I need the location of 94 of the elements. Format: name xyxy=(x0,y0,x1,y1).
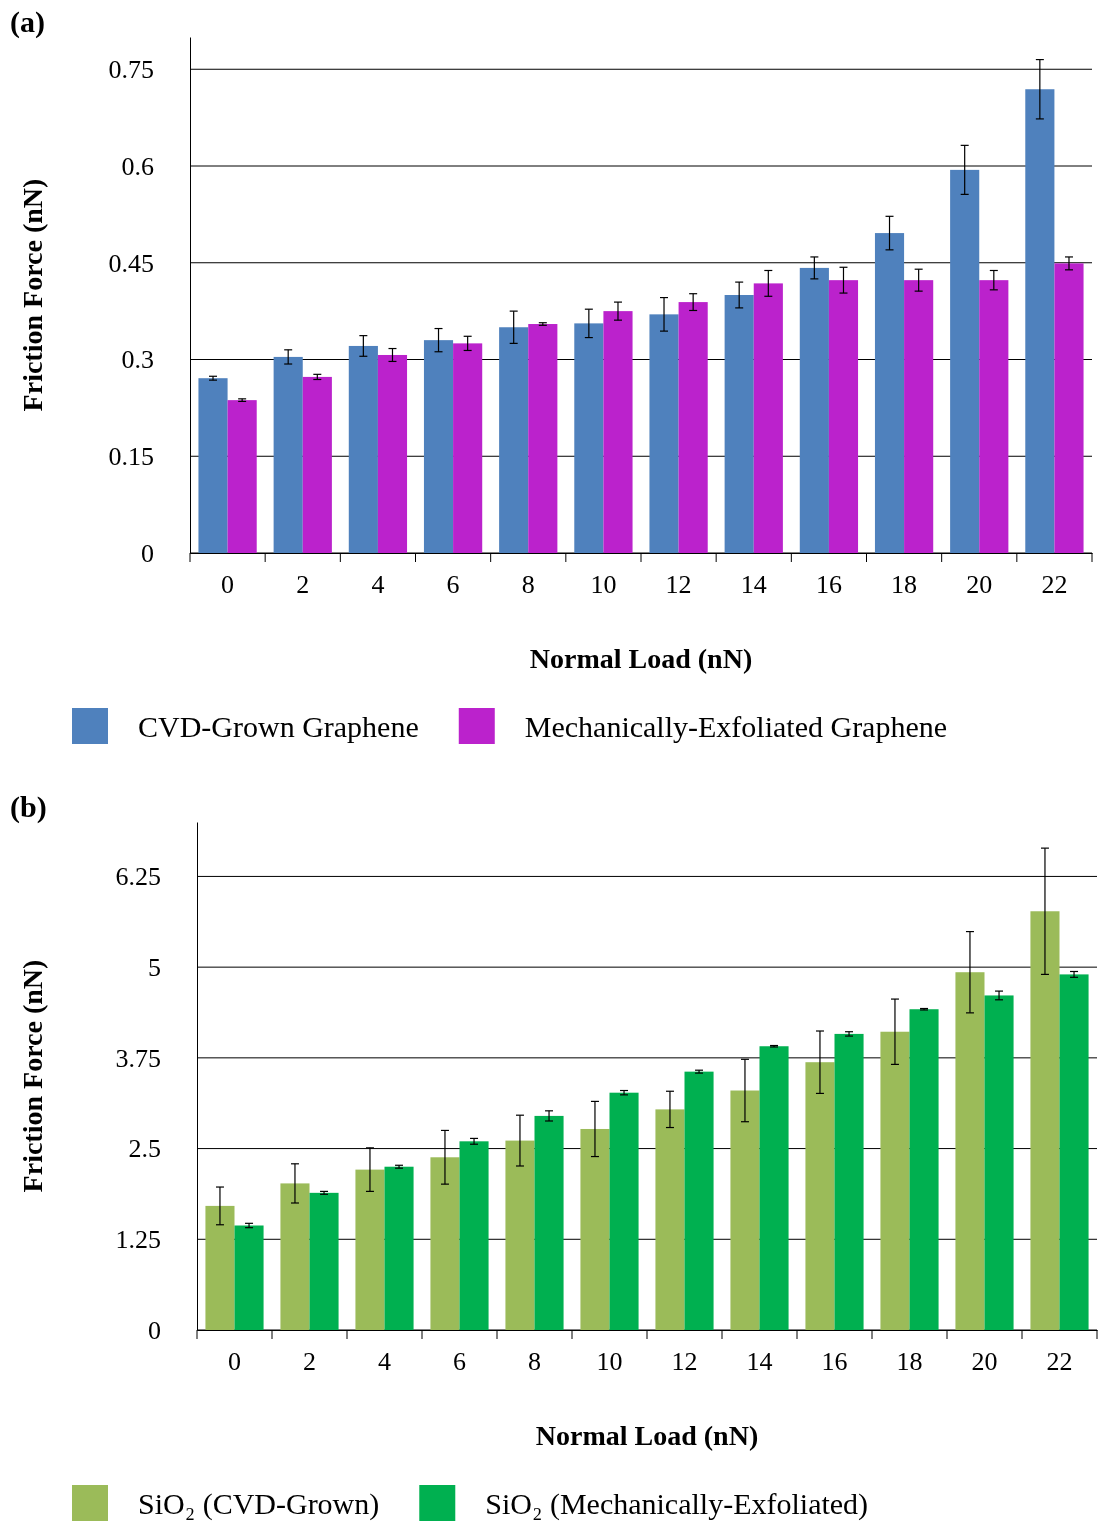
x-tick-label: 6 xyxy=(446,570,460,600)
x-tick-label: 10 xyxy=(590,570,617,600)
bar xyxy=(227,400,257,553)
bar xyxy=(580,1128,610,1330)
bar xyxy=(724,295,754,553)
x-tick-label: 22 xyxy=(1041,570,1068,600)
bar xyxy=(505,1140,535,1330)
x-tick-label: 20 xyxy=(966,570,993,600)
bar xyxy=(302,376,332,553)
legend-label: SiO₂ (Mechanically-Exfoliated) xyxy=(485,1487,869,1521)
bar xyxy=(805,1062,835,1330)
chart-title: (a) xyxy=(10,5,45,39)
bar xyxy=(423,340,454,553)
y-tick-label: 0.75 xyxy=(108,55,154,85)
y-tick-label: 0.6 xyxy=(121,151,154,181)
bar xyxy=(730,1090,760,1330)
x-tick-label: 18 xyxy=(891,570,918,600)
bar xyxy=(828,280,859,553)
bar xyxy=(384,1166,414,1330)
bar xyxy=(880,1031,910,1330)
legend-label: Mechanically-Exfoliated Graphene xyxy=(524,710,948,743)
x-tick-label: 16 xyxy=(821,1347,848,1377)
bar xyxy=(874,233,905,553)
bar xyxy=(834,1033,864,1330)
bar xyxy=(1030,911,1060,1330)
bar xyxy=(984,995,1014,1330)
x-tick-label: 10 xyxy=(596,1347,623,1377)
x-axis-title: Normal Load (nN) xyxy=(535,1420,759,1451)
bar xyxy=(499,327,529,553)
x-tick-label: 8 xyxy=(521,570,535,600)
bar xyxy=(649,314,679,553)
x-tick-label: 12 xyxy=(665,570,692,600)
bar xyxy=(309,1192,339,1330)
bar xyxy=(603,311,633,553)
y-tick-label: 5 xyxy=(148,952,161,982)
y-axis-title: Friction Force (nN) xyxy=(17,959,48,1193)
bar xyxy=(655,1109,685,1330)
x-tick-label: 0 xyxy=(228,1347,241,1377)
bar xyxy=(205,1205,235,1330)
bar xyxy=(459,1141,489,1330)
bar xyxy=(799,267,829,553)
bar xyxy=(1054,263,1084,553)
x-tick-label: 4 xyxy=(371,570,385,600)
x-tick-label: 18 xyxy=(896,1347,923,1377)
y-axis-title: Friction Force (nN) xyxy=(17,178,48,412)
bar xyxy=(534,1115,564,1330)
y-tick-label: 1.25 xyxy=(115,1225,161,1255)
bar xyxy=(198,378,228,553)
bar xyxy=(574,323,604,553)
bar xyxy=(453,343,483,553)
bar xyxy=(430,1157,460,1330)
y-tick-label: 0.3 xyxy=(121,345,154,375)
y-tick-label: 0.45 xyxy=(108,248,154,278)
bar xyxy=(979,280,1009,553)
bar xyxy=(234,1225,264,1330)
bar xyxy=(950,169,980,553)
bar xyxy=(909,1009,939,1330)
bar xyxy=(348,345,378,553)
y-tick-label: 0.15 xyxy=(108,442,154,472)
x-tick-label: 4 xyxy=(378,1347,391,1377)
y-tick-label: 6.25 xyxy=(115,862,161,892)
bar xyxy=(678,302,708,553)
x-axis-title: Normal Load (nN) xyxy=(529,643,753,674)
x-tick-label: 2 xyxy=(303,1347,316,1377)
x-tick-label: 6 xyxy=(453,1347,466,1377)
x-tick-label: 8 xyxy=(528,1347,541,1377)
legend-label: SiO₂ (CVD-Grown) xyxy=(138,1487,380,1521)
x-tick-label: 20 xyxy=(971,1347,998,1377)
bar xyxy=(377,354,408,553)
bar xyxy=(280,1183,310,1330)
y-tick-label: 0 xyxy=(141,538,154,568)
bar xyxy=(753,283,783,553)
legend-label: CVD-Grown Graphene xyxy=(138,710,419,743)
bar xyxy=(904,280,934,553)
bar xyxy=(1025,89,1055,553)
x-tick-label: 22 xyxy=(1046,1347,1073,1377)
y-tick-label: 3.75 xyxy=(115,1043,161,1073)
bar xyxy=(273,356,303,553)
bar xyxy=(684,1071,714,1330)
bar xyxy=(759,1046,789,1330)
bar xyxy=(528,324,558,553)
bar xyxy=(955,972,985,1330)
bar xyxy=(355,1169,385,1330)
x-tick-label: 16 xyxy=(815,570,842,600)
x-tick-label: 2 xyxy=(296,570,310,600)
chart-title: (b) xyxy=(10,790,47,824)
x-tick-label: 14 xyxy=(740,570,767,600)
x-tick-label: 0 xyxy=(221,570,235,600)
bar xyxy=(609,1092,639,1330)
bar xyxy=(1059,974,1089,1330)
x-tick-label: 14 xyxy=(746,1347,773,1377)
y-tick-label: 0 xyxy=(148,1315,161,1345)
y-tick-label: 2.5 xyxy=(128,1134,161,1164)
x-tick-label: 12 xyxy=(671,1347,698,1377)
